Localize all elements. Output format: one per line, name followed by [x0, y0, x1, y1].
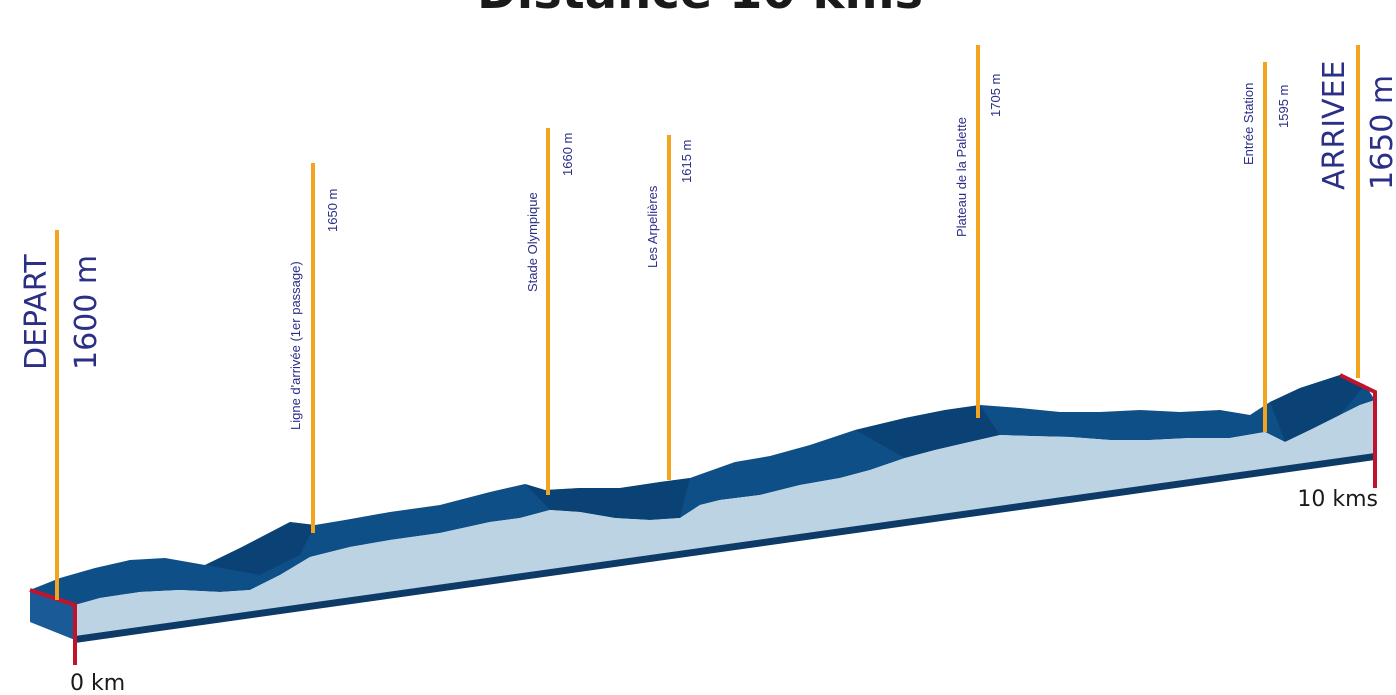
arrivee-name: ARRIVEE [1317, 61, 1352, 191]
waypoint-5-altitude: 1595 m [1276, 85, 1291, 128]
profile-top-surface [30, 375, 1375, 608]
profile-right-cap-marker [1339, 373, 1377, 488]
depart-name: DEPART [19, 254, 54, 370]
waypoint-2-altitude: 1660 m [560, 133, 575, 176]
waypoint-1-name: Ligne d'arrivée (1er passage) [288, 261, 303, 430]
profile-base-edge [75, 453, 1375, 643]
depart-altitude: 1600 m [69, 255, 104, 370]
profile-left-cap-marker [29, 588, 77, 665]
waypoint-3-altitude: 1615 m [679, 140, 694, 183]
profile-title: Distance 10 kms [477, 0, 923, 20]
waypoint-3-name: Les Arpelières [645, 185, 660, 268]
waypoint-1-altitude: 1650 m [325, 189, 340, 232]
start-km-label: 0 km [70, 671, 125, 695]
waypoint-4-name: Plateau de la Palette [954, 117, 969, 237]
arrivee-altitude: 1650 m [1365, 75, 1396, 190]
waypoint-4-altitude: 1705 m [988, 74, 1003, 117]
finish-km-label: 10 kms [1297, 487, 1378, 512]
waypoint-2-name: Stade Olympique [525, 192, 540, 292]
waypoint-5-name: Entrée Station [1241, 83, 1256, 165]
profile-front-face [75, 400, 1375, 638]
